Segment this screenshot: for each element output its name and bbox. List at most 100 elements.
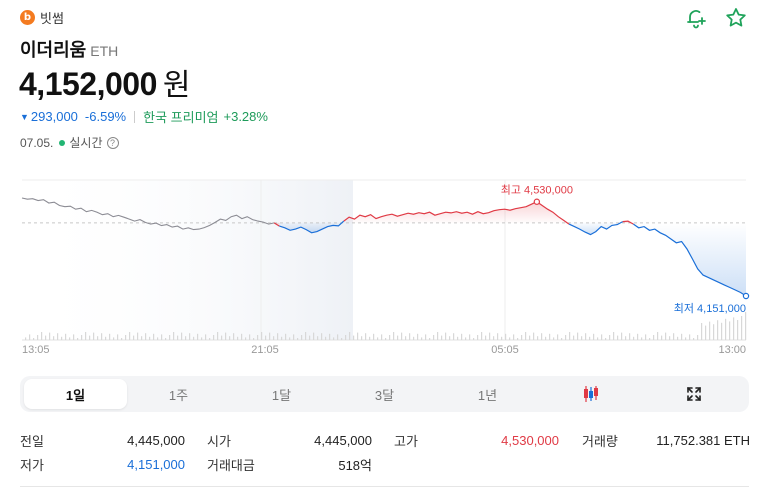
current-price: 4,152,000 원 [19, 60, 190, 104]
price-chart[interactable]: 최고 4,530,000 최저 4,151,000 13:05 21:05 05:05 1… [0, 160, 764, 360]
exchange-name[interactable]: 빗썸 [40, 10, 64, 26]
chart-svg: 최고 4,530,000 최저 4,151,000 13:05 21:05 05:05 1… [21, 179, 750, 356]
volume-bar [549, 333, 551, 340]
tab-1week[interactable]: 1주 [168, 387, 189, 403]
stat-low: 저가 4,151,000 [20, 455, 185, 474]
volume-bar [45, 335, 47, 340]
divider [134, 110, 136, 123]
series-area [343, 201, 569, 225]
series-line-current [568, 221, 623, 236]
volume-bar [89, 335, 91, 340]
volume-bar [557, 334, 559, 340]
volume-bar [521, 335, 523, 340]
volume-bar [313, 332, 315, 340]
down-arrow-icon: ▼ [20, 111, 29, 122]
fullscreen-icon[interactable] [642, 379, 745, 409]
stats-row: 전일 4,445,000 시가 4,445,000 고가 4,530,000 거… [20, 428, 750, 452]
volume-bar [645, 334, 647, 340]
x-tick-label: 21:05 [251, 344, 279, 356]
volume-bar [393, 332, 395, 340]
volume-bar [441, 335, 443, 340]
volume-bar [553, 337, 555, 340]
volume-bar [657, 332, 659, 340]
volume-bar [185, 336, 187, 340]
candlestick-chart-icon[interactable] [539, 379, 642, 409]
volume-bar [213, 335, 215, 340]
volume-bar [257, 335, 259, 340]
add-alert-bell-icon[interactable] [684, 6, 708, 35]
volume-bar [189, 333, 191, 340]
stat-value: 4,445,000 [314, 432, 372, 448]
volume-bar [209, 338, 211, 340]
volume-bar [149, 336, 151, 340]
kimchi-premium-value: +3.28% [223, 109, 268, 124]
volume-bar [125, 335, 127, 340]
volume-bar [413, 336, 415, 340]
volume-bar [609, 335, 611, 340]
volume-bar [329, 333, 331, 340]
volume-bar [345, 335, 347, 340]
volume-bar [509, 337, 511, 340]
volume-bar [65, 333, 67, 340]
volume-bar [141, 336, 143, 340]
volume-bar [469, 334, 471, 340]
stat-label: 거래량 [582, 433, 618, 449]
volume-bar [113, 337, 115, 340]
chart-past-region [22, 180, 353, 340]
volume-bar [565, 335, 567, 340]
volume-bar [173, 332, 175, 340]
series-area [279, 221, 344, 233]
volume-bar [229, 336, 231, 340]
volume-bar [461, 333, 463, 340]
series-line-current [622, 220, 634, 225]
volume-bar [585, 333, 587, 340]
volume-bar [289, 337, 291, 340]
volume-bar [653, 335, 655, 340]
live-label: 실시간 [69, 136, 103, 150]
volume-bar [745, 312, 747, 340]
volume-bar [541, 333, 543, 340]
volume-bar [353, 335, 355, 340]
volume-bar [453, 333, 455, 340]
volume-bar [601, 334, 603, 340]
volume-bar [649, 338, 651, 340]
volume-bar [489, 332, 491, 340]
volume-bar [689, 334, 691, 340]
volume-bar [57, 333, 59, 340]
volume-bar [681, 333, 683, 340]
high-marker [533, 198, 541, 205]
volume-bar [677, 336, 679, 340]
volume-bar [249, 334, 251, 340]
volume-bar [137, 332, 139, 340]
volume-bar [237, 336, 239, 340]
volume-bar [69, 337, 71, 340]
volume-bar [537, 336, 539, 340]
help-icon[interactable]: ? [106, 136, 119, 149]
volume-bar [341, 338, 343, 340]
volume-bar [409, 333, 411, 340]
tab-1month[interactable]: 1달 [271, 387, 292, 403]
tab-3month[interactable]: 3달 [374, 387, 395, 403]
series-line-current [279, 220, 345, 234]
favorite-star-icon[interactable] [724, 6, 748, 35]
stat-open: 시가 4,445,000 [207, 431, 372, 450]
volume-bar [101, 333, 103, 340]
volume-bar [569, 332, 571, 340]
stats-row: 저가 4,151,000 거래대금 518억 [20, 452, 750, 476]
volume-bar [389, 335, 391, 340]
date-label: 07.05. [20, 135, 54, 150]
volume-bar [661, 335, 663, 340]
tab-1year[interactable]: 1년 [477, 387, 498, 403]
volume-bar [301, 335, 303, 340]
stat-value: 4,151,000 [127, 456, 185, 472]
change-amount: 293,000 [30, 109, 78, 124]
volume-bar [701, 323, 703, 340]
volume-bar [629, 333, 631, 340]
volume-bar [133, 335, 135, 340]
tab-1day[interactable]: 1일 [24, 379, 127, 409]
volume-bar [721, 322, 723, 340]
volume-bar [349, 332, 351, 340]
volume-bar [481, 332, 483, 340]
volume-bar [457, 336, 459, 340]
kimchi-premium-label[interactable]: 한국 프리미엄 [143, 110, 219, 125]
